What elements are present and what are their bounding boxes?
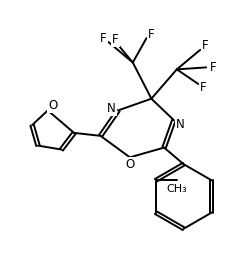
Text: CH₃: CH₃ [167, 184, 187, 194]
Text: F: F [112, 33, 119, 46]
Text: O: O [48, 99, 57, 112]
Text: N: N [176, 118, 185, 131]
Text: F: F [200, 82, 206, 94]
Text: F: F [100, 31, 107, 45]
Text: N: N [107, 102, 116, 115]
Text: F: F [148, 28, 155, 41]
Text: O: O [125, 158, 134, 171]
Text: F: F [202, 39, 208, 52]
Text: F: F [210, 61, 216, 74]
